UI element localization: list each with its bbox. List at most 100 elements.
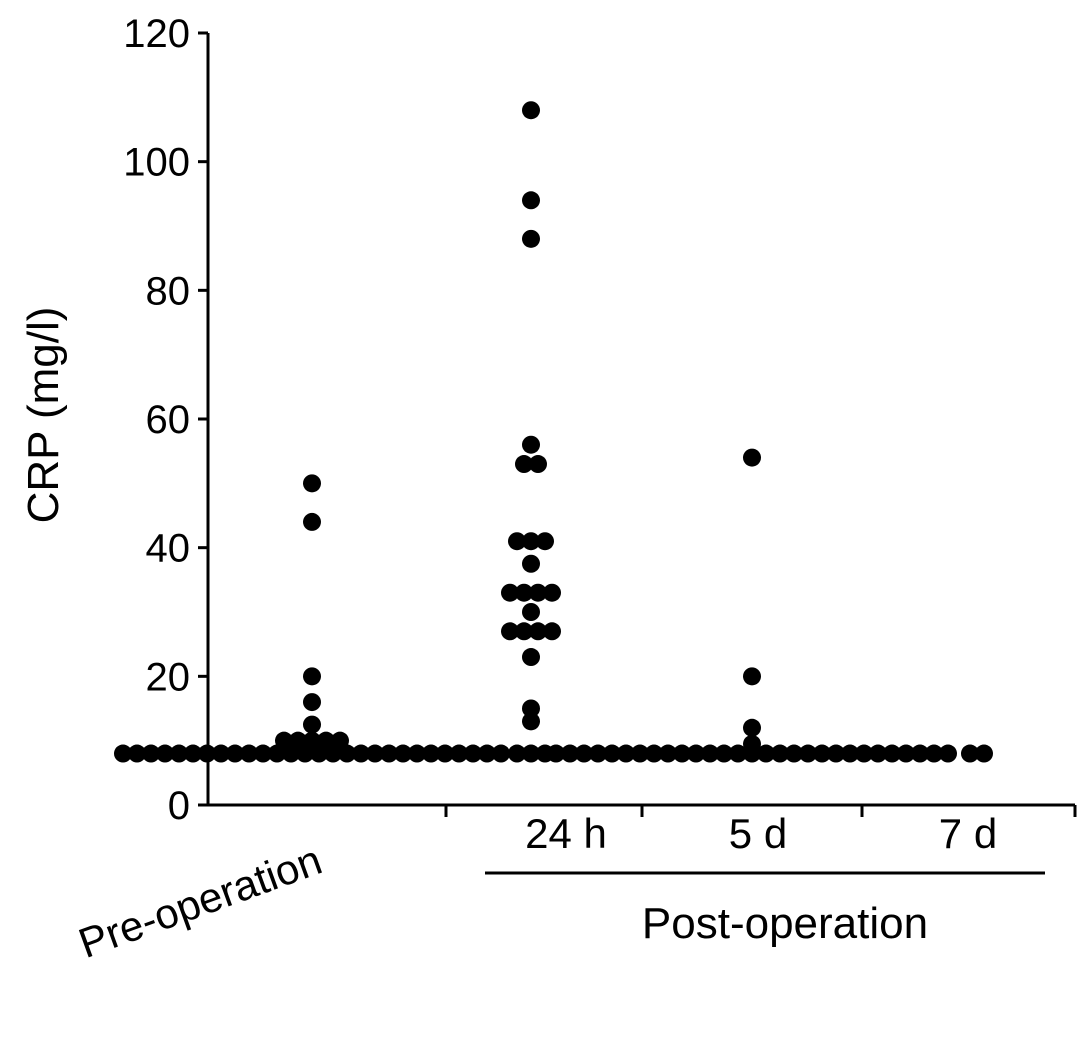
data-point-24-h-41-2 <box>536 532 554 551</box>
data-point-pre-operation-8-5 <box>184 744 202 763</box>
category-label-7d: 7 d <box>939 810 997 857</box>
data-point-5-d-8-7 <box>645 744 663 763</box>
data-point-5-d-8-4 <box>603 744 621 763</box>
data-point-pre-operation-8-23 <box>436 744 454 763</box>
data-point-24-h-41-1 <box>522 532 540 551</box>
data-point-5-d-8-21 <box>841 744 859 763</box>
data-point-5-d-8-26 <box>911 744 929 763</box>
data-point-24-h-8-1 <box>522 744 540 763</box>
data-point-24-h-41-0 <box>508 532 526 551</box>
data-point-pre-operation-8-10 <box>254 744 272 763</box>
data-point-5-d-8-27 <box>925 744 943 763</box>
data-point-5-d-8-1 <box>561 744 579 763</box>
data-point-pre-operation-8-8 <box>226 744 244 763</box>
data-point-5-d-8-24 <box>883 744 901 763</box>
data-point-pre-operation-8-18 <box>366 744 384 763</box>
data-point-24-h-8-0 <box>508 744 526 763</box>
data-point-5-d-8-22 <box>855 744 873 763</box>
data-point-5-d-8-10 <box>687 744 705 763</box>
category-label-5d: 5 d <box>729 810 787 857</box>
data-point-5-d-8-9 <box>673 744 691 763</box>
data-point-pre-operation-16-0 <box>303 693 321 712</box>
data-point-pre-operation-20-0 <box>303 667 321 686</box>
category-label-24h: 24 h <box>525 810 607 857</box>
data-point-5-d-8-23 <box>869 744 887 763</box>
data-point-24-h-56-0 <box>522 435 540 454</box>
y-tick-label-0: 0 <box>168 784 190 828</box>
data-point-5-d-8-3 <box>589 744 607 763</box>
data-point-5-d-8-28 <box>939 744 957 763</box>
data-point-pre-operation-8-27 <box>492 744 510 763</box>
data-point-5-d-8-6 <box>631 744 649 763</box>
data-point-5-d-8-15 <box>757 744 775 763</box>
data-point-7-d-8-0 <box>961 744 979 763</box>
data-point-pre-operation-8-1 <box>128 744 146 763</box>
data-point-pre-operation-44-0 <box>303 512 321 531</box>
data-point-24-h-88-0 <box>522 229 540 248</box>
data-point-pre-operation-8-20 <box>394 744 412 763</box>
data-point-pre-operation-8-26 <box>478 744 496 763</box>
data-point-24-h-53-0 <box>515 455 533 474</box>
data-point-pre-operation-8-4 <box>170 744 188 763</box>
data-point-5-d-8-8 <box>659 744 677 763</box>
data-point-24-h-23-0 <box>522 648 540 667</box>
data-point-5-d-20-0 <box>743 667 761 686</box>
y-tick-label-60: 60 <box>146 398 191 442</box>
data-point-24-h-37.5-0 <box>522 554 540 573</box>
data-point-5-d-54-0 <box>743 448 761 467</box>
y-tick-label-40: 40 <box>146 527 191 571</box>
data-point-pre-operation-8-0 <box>114 744 132 763</box>
data-point-24-h-108-0 <box>522 101 540 120</box>
data-point-5-d-8-25 <box>897 744 915 763</box>
data-point-pre-operation-12.5-0 <box>303 715 321 734</box>
data-point-pre-operation-8-3 <box>156 744 174 763</box>
data-point-5-d-8-5 <box>617 744 635 763</box>
data-points <box>114 101 993 763</box>
data-point-pre-operation-8-9 <box>240 744 258 763</box>
data-point-pre-operation-8-17 <box>352 744 370 763</box>
data-point-pre-operation-8-25 <box>464 744 482 763</box>
data-point-24-h-27-0 <box>501 622 519 641</box>
data-point-pre-operation-10-4 <box>331 731 349 750</box>
y-tick-label-100: 100 <box>123 141 190 185</box>
data-point-pre-operation-8-22 <box>422 744 440 763</box>
data-point-pre-operation-10-2 <box>303 731 321 750</box>
data-point-24-h-33-2 <box>529 583 547 602</box>
data-point-5-d-12-0 <box>743 718 761 737</box>
category-label-pre-operation: Pre-operation <box>72 836 327 967</box>
y-axis-title: CRP (mg/l) <box>19 307 68 524</box>
data-point-24-h-53-1 <box>529 455 547 474</box>
data-point-pre-operation-8-21 <box>408 744 426 763</box>
data-point-5-d-8-11 <box>701 744 719 763</box>
data-point-5-d-9.5-0 <box>743 734 761 753</box>
data-point-24-h-27-2 <box>529 622 547 641</box>
data-point-24-h-33-3 <box>543 583 561 602</box>
post-operation-group-label: Post-operation <box>642 899 928 948</box>
y-tick-label-20: 20 <box>146 655 191 699</box>
axes: 0 20 40 60 80 100 120 <box>123 12 1077 828</box>
data-point-24-h-27-3 <box>543 622 561 641</box>
data-point-pre-operation-8-19 <box>380 744 398 763</box>
data-point-pre-operation-8-2 <box>142 744 160 763</box>
y-tick-label-120: 120 <box>123 12 190 56</box>
data-point-pre-operation-50-0 <box>303 474 321 493</box>
data-point-24-h-13-0 <box>522 712 540 731</box>
data-point-5-d-8-19 <box>813 744 831 763</box>
data-point-5-d-8-2 <box>575 744 593 763</box>
data-point-24-h-30-0 <box>522 603 540 621</box>
data-point-pre-operation-8-7 <box>212 744 230 763</box>
data-point-5-d-8-13 <box>729 744 747 763</box>
data-point-5-d-8-20 <box>827 744 845 763</box>
data-point-24-h-33-0 <box>501 583 519 602</box>
data-point-24-h-94-0 <box>522 191 540 210</box>
data-point-24-h-33-1 <box>515 583 533 602</box>
data-point-24-h-15-0 <box>522 699 540 718</box>
data-point-5-d-8-12 <box>715 744 733 763</box>
data-point-5-d-8-17 <box>785 744 803 763</box>
data-point-5-d-8-18 <box>799 744 817 763</box>
data-point-pre-operation-10-0 <box>275 731 293 750</box>
data-point-pre-operation-8-24 <box>450 744 468 763</box>
data-point-24-h-27-1 <box>515 622 533 641</box>
